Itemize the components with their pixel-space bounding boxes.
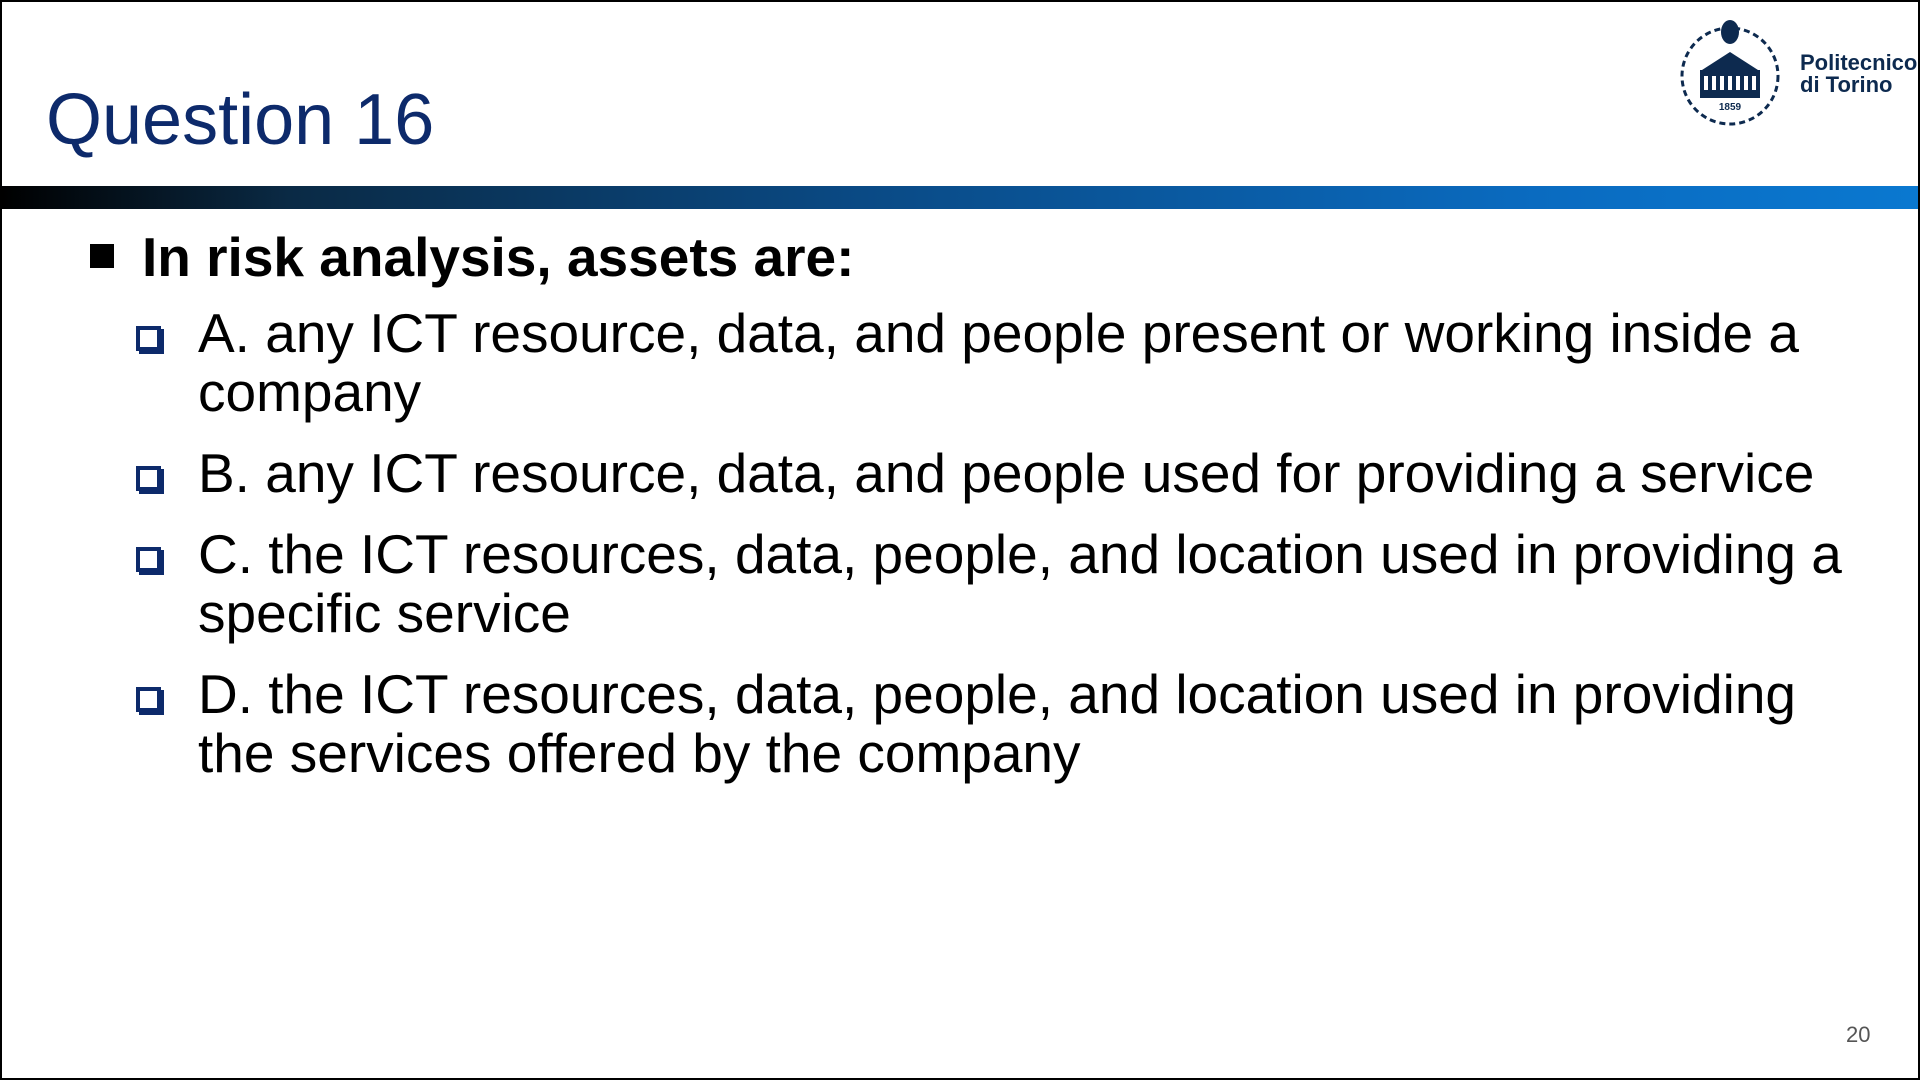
square-bullet-icon: [90, 244, 114, 268]
politecnico-logo: 1859 Politecnico di Torino: [1674, 18, 1917, 128]
logo-text: Politecnico di Torino: [1800, 52, 1917, 96]
slide-title: Question 16: [46, 80, 435, 160]
checkbox-bullet-icon: [136, 466, 161, 491]
university-seal-icon: 1859: [1680, 20, 1780, 126]
option-c: C. the ICT resources, data, people, and …: [132, 525, 1872, 643]
option-text: C. the ICT resources, data, people, and …: [198, 523, 1842, 644]
options-list: A. any ICT resource, data, and people pr…: [132, 304, 1872, 805]
page-number: 20: [1846, 1022, 1871, 1047]
option-a: A. any ICT resource, data, and people pr…: [132, 304, 1872, 422]
option-text: D. the ICT resources, data, people, and …: [198, 663, 1797, 784]
question-text: In risk analysis, assets are:: [142, 226, 855, 288]
option-d: D. the ICT resources, data, people, and …: [132, 665, 1872, 783]
logo-name-line2: di Torino: [1800, 72, 1893, 97]
option-text: B. any ICT resource, data, and people us…: [198, 442, 1815, 504]
option-text: A. any ICT resource, data, and people pr…: [198, 302, 1800, 423]
option-b: B. any ICT resource, data, and people us…: [132, 444, 1872, 503]
checkbox-bullet-icon: [136, 326, 161, 351]
question-item: In risk analysis, assets are:: [90, 224, 854, 290]
logo-name-line1: Politecnico: [1800, 50, 1918, 75]
checkbox-bullet-icon: [136, 687, 161, 712]
logo-year: 1859: [1719, 102, 1742, 113]
checkbox-bullet-icon: [136, 547, 161, 572]
header-bar: [2, 186, 1918, 209]
